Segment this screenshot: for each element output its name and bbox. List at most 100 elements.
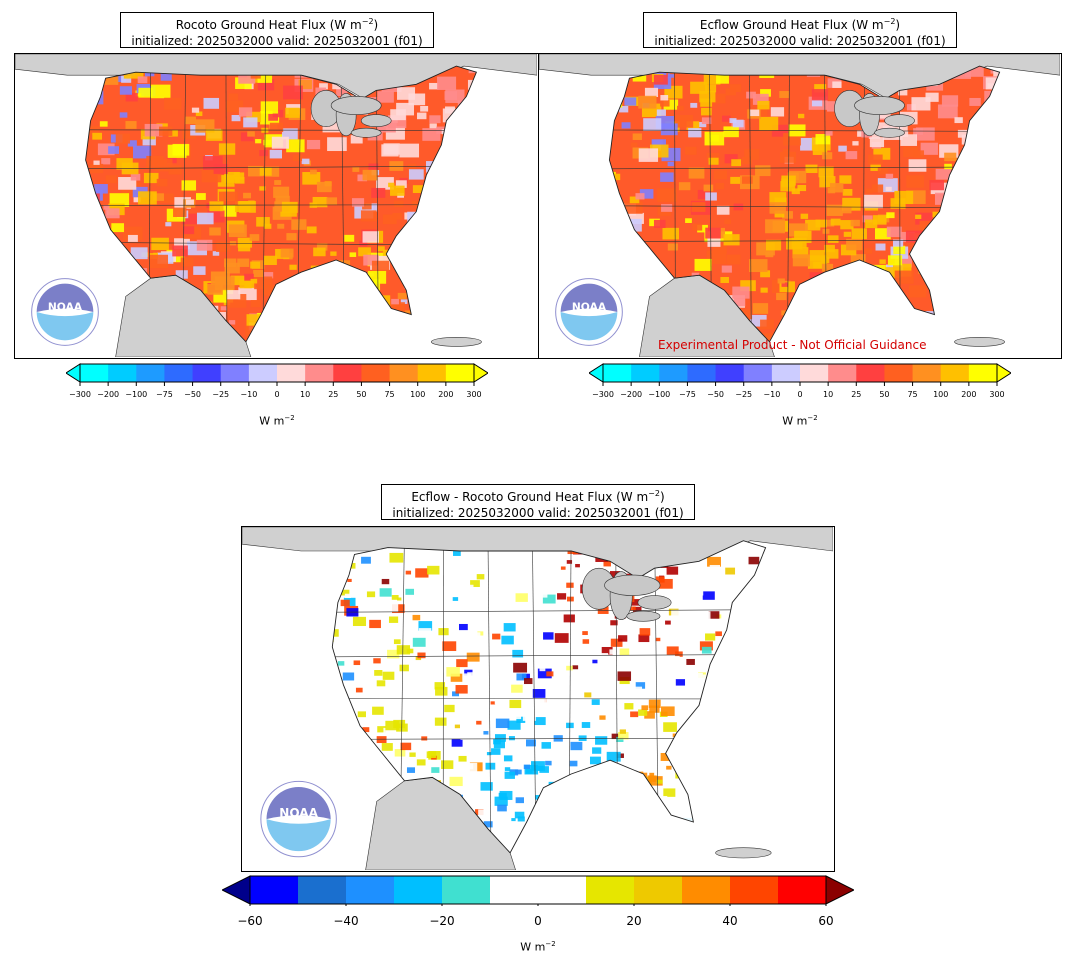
field-cell xyxy=(566,665,573,671)
field-cell xyxy=(359,240,368,247)
field-cell xyxy=(852,141,859,146)
field-cell xyxy=(417,112,427,120)
field-cell xyxy=(702,591,715,600)
state-border xyxy=(787,66,790,342)
field-cell xyxy=(871,184,884,193)
field-cell xyxy=(446,667,460,677)
field-cell xyxy=(371,260,390,273)
field-cell xyxy=(824,219,835,227)
rocoto-map: NOAA xyxy=(14,53,539,359)
field-cell xyxy=(781,310,789,316)
field-cell xyxy=(344,234,355,242)
field-cell xyxy=(468,725,473,729)
field-cell xyxy=(390,185,405,196)
field-cell xyxy=(289,264,297,270)
field-cell xyxy=(263,255,277,266)
field-cell xyxy=(247,131,255,137)
colorbar-tick-label: −200 xyxy=(97,390,120,399)
field-cell xyxy=(381,578,390,585)
field-cell xyxy=(885,173,894,179)
field-cell xyxy=(133,197,141,203)
field-cell xyxy=(671,609,683,618)
field-cell xyxy=(216,241,231,252)
field-cell xyxy=(259,167,272,176)
field-cell xyxy=(138,87,153,98)
field-cell xyxy=(237,258,250,267)
colorbar-swatch xyxy=(136,364,165,382)
field-cell xyxy=(619,729,626,734)
field-cell xyxy=(435,686,448,696)
field-cell xyxy=(537,668,552,679)
field-cell xyxy=(824,244,835,253)
colorbar-swatch xyxy=(659,364,688,382)
field-cell xyxy=(554,633,569,643)
field-cell xyxy=(749,259,768,273)
field-cell xyxy=(957,129,970,138)
field-cell xyxy=(639,692,647,697)
field-cell xyxy=(271,136,289,149)
field-cell xyxy=(243,192,251,199)
field-cell xyxy=(497,804,507,812)
field-cell xyxy=(745,565,751,570)
field-cell xyxy=(555,663,564,669)
field-cell xyxy=(218,191,238,205)
field-cell xyxy=(483,731,489,735)
field-cell xyxy=(125,92,138,102)
field-cell xyxy=(714,170,727,180)
field-cell xyxy=(712,571,723,580)
field-cell xyxy=(746,91,756,99)
field-cell xyxy=(213,164,228,174)
colorbar-tick-label: 25 xyxy=(328,390,339,399)
colorbar-swatch xyxy=(940,364,970,382)
field-cell xyxy=(779,91,790,98)
field-cell xyxy=(601,646,613,655)
field-cell xyxy=(638,148,659,162)
colorbar-tick-label: 20 xyxy=(626,914,642,928)
field-cell xyxy=(357,174,368,182)
field-cell xyxy=(259,186,266,191)
field-cell xyxy=(703,72,721,85)
field-cell xyxy=(260,101,279,114)
field-cell xyxy=(628,212,644,224)
field-cell xyxy=(340,599,350,607)
colorbar-tick-label: 200 xyxy=(438,390,454,399)
field-cell xyxy=(138,191,157,205)
field-cell xyxy=(851,228,867,240)
field-cell xyxy=(248,165,264,177)
colorbar-swatch xyxy=(538,876,587,904)
field-cell xyxy=(133,145,152,159)
field-cell xyxy=(489,581,497,586)
field-cell xyxy=(708,611,720,619)
field-cell xyxy=(434,717,447,726)
colorbar-tick-label: −10 xyxy=(763,390,781,399)
field-cell xyxy=(326,197,338,205)
field-cell xyxy=(533,588,548,598)
colorbar-tick-label: 75 xyxy=(907,390,918,399)
field-cell xyxy=(93,160,100,165)
field-cell xyxy=(490,705,500,713)
field-cell xyxy=(253,269,264,277)
colorbar-swatch xyxy=(687,364,717,382)
field-cell xyxy=(422,128,441,141)
field-cell xyxy=(450,673,463,682)
field-cell xyxy=(490,701,496,705)
field-cell xyxy=(825,130,833,136)
field-cell xyxy=(517,816,525,822)
field-cell xyxy=(827,187,836,194)
field-cell xyxy=(181,180,197,191)
field-cell xyxy=(504,771,515,779)
field-cell xyxy=(396,640,407,648)
field-cell xyxy=(478,809,490,818)
colorbar-tick-label: −75 xyxy=(155,390,173,399)
field-cell xyxy=(635,682,646,689)
field-cell xyxy=(298,79,312,90)
field-cell xyxy=(399,143,420,158)
field-cell xyxy=(454,724,460,729)
field-cell xyxy=(663,688,676,697)
field-cell xyxy=(495,618,502,623)
field-cell xyxy=(633,686,643,693)
field-cell xyxy=(243,273,254,281)
field-cell xyxy=(489,627,494,631)
field-cell xyxy=(362,231,379,243)
field-cell xyxy=(448,604,453,608)
